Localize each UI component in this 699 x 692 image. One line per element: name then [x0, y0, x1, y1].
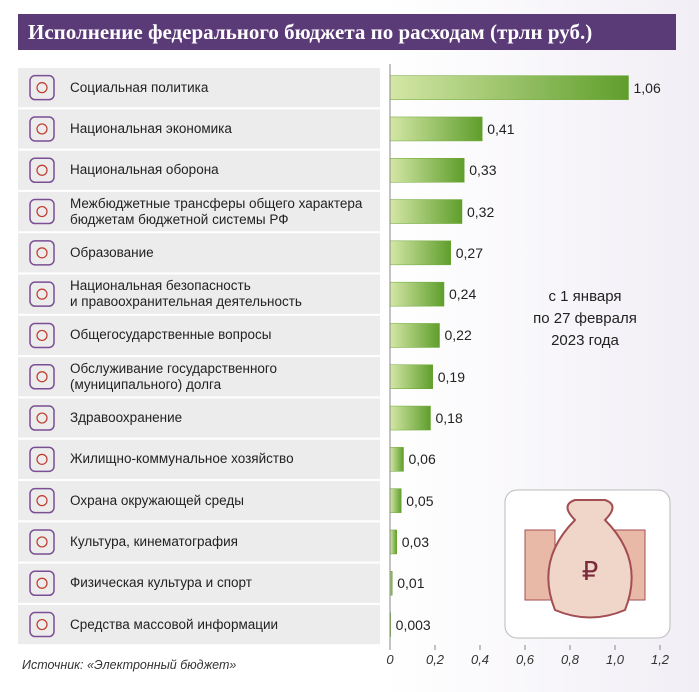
icon — [36, 123, 48, 135]
chart-title: Исполнение федерального бюджета по расхо… — [18, 14, 676, 50]
annotation: с 1 января по 27 февраля 2023 года — [533, 288, 637, 349]
category-label: Национальная безопасность и правоохранит… — [70, 278, 302, 310]
money-image: ₽ — [504, 489, 671, 639]
row-background — [18, 233, 380, 273]
bar — [389, 405, 431, 431]
row-background — [18, 481, 380, 521]
icon — [36, 618, 48, 631]
category-label: Социальная политика — [70, 79, 209, 95]
x-tick-label: 0,8 — [560, 652, 580, 667]
bar — [389, 447, 404, 472]
value-label: 0,32 — [467, 203, 495, 220]
bar — [389, 240, 451, 266]
value-label: 0,003 — [395, 616, 431, 633]
bar — [389, 199, 463, 224]
bar — [389, 281, 445, 307]
value-label: 0,01 — [397, 575, 425, 592]
category-label: Жилищно-коммунальное хозяйство — [70, 451, 294, 467]
icon — [29, 570, 55, 596]
bar — [389, 529, 397, 555]
icon — [36, 164, 48, 176]
category-label: Физическая культура и спорт — [70, 575, 252, 591]
icon — [29, 405, 55, 431]
icon — [29, 281, 55, 307]
row-background — [18, 68, 380, 108]
value-label: 0,27 — [455, 244, 483, 261]
x-tick-label: 0 — [386, 652, 394, 667]
value-label: 0,18 — [435, 410, 463, 427]
category-label: Образование — [70, 244, 154, 260]
icon — [29, 446, 55, 473]
category-label: Национальная экономика — [70, 120, 232, 136]
icon — [36, 453, 48, 465]
icon — [29, 74, 55, 101]
icon — [29, 364, 55, 390]
x-tick-label: 0,6 — [515, 652, 535, 667]
icon — [29, 157, 55, 183]
icon — [29, 116, 55, 142]
row-background — [18, 439, 380, 479]
category-label: Национальная оборона — [70, 162, 219, 178]
x-tick-label: 1,0 — [605, 652, 625, 667]
row-background — [18, 563, 380, 603]
row-background — [18, 191, 380, 232]
value-label: 0,05 — [406, 492, 434, 509]
row-background — [18, 604, 380, 645]
value-label: 0,22 — [444, 327, 472, 344]
icon — [36, 577, 48, 589]
x-tick-label: 1,2 — [650, 652, 670, 667]
icon — [36, 371, 48, 383]
bar — [389, 158, 465, 183]
source: Источник: «Электронный бюджет» — [22, 658, 237, 672]
icon — [36, 495, 48, 507]
icon — [36, 205, 48, 218]
row-background — [18, 522, 380, 562]
bar — [389, 323, 440, 348]
bar — [389, 116, 483, 142]
category-label: Общегосударственные вопросы — [70, 327, 272, 343]
value-label: 0,24 — [449, 286, 477, 303]
icon — [29, 487, 55, 514]
value-label: 0,33 — [469, 162, 497, 179]
bar — [389, 75, 629, 100]
icon — [36, 412, 48, 424]
value-label: 0,06 — [408, 451, 436, 468]
bar — [389, 364, 433, 389]
category-label: Охрана окружающей среды — [70, 492, 244, 508]
category-label: Здравоохранение — [70, 410, 183, 426]
value-label: 1,06 — [633, 79, 661, 96]
row-background — [18, 315, 380, 356]
icon — [29, 611, 55, 638]
category-label: Межбюджетные трансферы общего характера … — [70, 195, 363, 227]
icon — [36, 288, 48, 300]
icon — [29, 240, 55, 266]
x-tick-label: 0,2 — [425, 652, 445, 667]
row-background — [18, 109, 380, 149]
svg-text:₽: ₽ — [582, 556, 599, 586]
icon — [29, 198, 55, 225]
row-background — [18, 150, 380, 190]
x-tick-label: 0,4 — [470, 652, 490, 667]
icon — [29, 529, 55, 555]
value-label: 0,41 — [487, 120, 515, 137]
category-label: Культура, кинематография — [70, 533, 238, 549]
value-label: 0,03 — [401, 533, 429, 550]
icon — [36, 536, 48, 548]
category-label: Обслуживание государственного (муниципал… — [70, 360, 278, 392]
row-background — [18, 274, 380, 314]
icon — [36, 247, 48, 259]
bar — [389, 488, 402, 513]
value-label: 0,19 — [437, 368, 465, 385]
icon — [36, 82, 48, 94]
category-label: Средства массовой информации — [70, 616, 279, 632]
icon — [36, 329, 48, 342]
icon — [29, 322, 55, 349]
row-background — [18, 398, 380, 438]
row-background — [18, 357, 380, 397]
